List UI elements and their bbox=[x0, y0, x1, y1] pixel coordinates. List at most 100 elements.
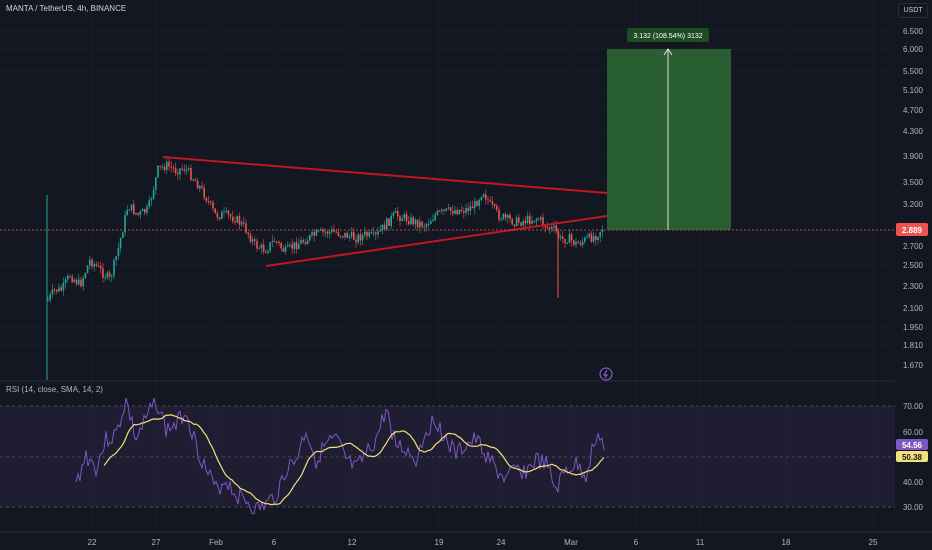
candle-body bbox=[348, 236, 351, 238]
candle-body bbox=[438, 210, 441, 212]
candle-body bbox=[82, 278, 84, 287]
rsi-tick-label: 60.00 bbox=[903, 428, 924, 437]
candle-body bbox=[183, 169, 186, 171]
time-tick-label: 22 bbox=[88, 538, 97, 547]
candle-body bbox=[476, 201, 478, 207]
time-axis[interactable]: 22 27 Feb 6 12 19 24 Mar 6 11 18 25 bbox=[88, 538, 878, 547]
candle-body bbox=[210, 201, 212, 203]
candle-body bbox=[599, 232, 601, 237]
candle-body bbox=[141, 209, 144, 212]
candle-body bbox=[324, 231, 326, 233]
candle-body bbox=[212, 202, 214, 209]
price-tick-label: 6.000 bbox=[903, 45, 924, 54]
currency-button[interactable]: USDT bbox=[898, 3, 928, 18]
candle-body bbox=[410, 217, 412, 225]
candle-body bbox=[423, 226, 425, 228]
candle-body bbox=[469, 206, 472, 211]
candle-body bbox=[551, 227, 553, 230]
svg-text:50.38: 50.38 bbox=[902, 453, 923, 462]
candle-body bbox=[579, 242, 582, 245]
candle-body bbox=[221, 212, 223, 220]
candle-body bbox=[249, 234, 252, 242]
candle-body bbox=[181, 168, 183, 170]
candle-body bbox=[322, 229, 324, 232]
price-tick-label: 1.670 bbox=[903, 361, 924, 370]
candle-body bbox=[518, 217, 520, 223]
candle-body bbox=[311, 232, 313, 236]
candle-body bbox=[262, 244, 265, 252]
candle-body bbox=[86, 265, 89, 274]
candle-body bbox=[146, 206, 148, 213]
candle-body bbox=[388, 218, 390, 226]
measure-tool[interactable]: 3.132 (108.54%) 3132 bbox=[607, 28, 731, 230]
candle-body bbox=[273, 241, 276, 243]
candle-body bbox=[251, 239, 254, 242]
candle-body bbox=[555, 225, 557, 232]
candle-body bbox=[544, 225, 546, 228]
candle-body bbox=[443, 209, 445, 211]
candle-body bbox=[515, 217, 518, 227]
candle-body bbox=[502, 213, 505, 220]
candle-body bbox=[346, 232, 348, 238]
candle-body bbox=[581, 241, 584, 245]
candle-body bbox=[449, 207, 452, 211]
flash-icon[interactable] bbox=[599, 367, 613, 381]
time-tick-label: 27 bbox=[152, 538, 161, 547]
candle-body bbox=[69, 276, 71, 278]
candle-body bbox=[71, 276, 73, 283]
candle-body bbox=[174, 168, 177, 173]
candle-body bbox=[537, 219, 540, 221]
candle-body bbox=[75, 279, 78, 285]
candle-body bbox=[276, 241, 278, 243]
lower-trendline bbox=[265, 215, 608, 267]
candle-body bbox=[199, 186, 201, 189]
chart-grid bbox=[0, 0, 895, 532]
candle-body bbox=[282, 248, 285, 252]
candle-body bbox=[192, 179, 194, 181]
candle-body bbox=[218, 217, 221, 220]
candle-body bbox=[454, 210, 456, 214]
price-axis[interactable]: 6.500 6.000 5.500 5.100 4.700 4.300 3.900 3.500… bbox=[903, 27, 924, 370]
candle-body bbox=[207, 201, 210, 203]
candle-body bbox=[463, 211, 465, 213]
candle-body bbox=[309, 235, 311, 241]
candle-body bbox=[302, 240, 304, 243]
candle-body bbox=[293, 242, 296, 249]
candle-body bbox=[575, 241, 577, 245]
candle-body bbox=[159, 165, 161, 167]
price-tick-label: 2.100 bbox=[903, 304, 924, 313]
candle-body bbox=[122, 232, 124, 238]
candle-body bbox=[597, 236, 599, 240]
candle-body bbox=[445, 208, 447, 211]
candle-body bbox=[568, 234, 571, 243]
candle-body bbox=[474, 201, 476, 209]
candle-body bbox=[353, 232, 355, 240]
candle-body bbox=[522, 221, 524, 226]
candle-body bbox=[205, 197, 208, 202]
candle-body bbox=[414, 219, 417, 225]
candle-body bbox=[533, 220, 535, 222]
candle-body bbox=[223, 211, 225, 213]
price-tick-label: 4.300 bbox=[903, 127, 924, 136]
candle-body bbox=[467, 208, 469, 211]
rsi-sma-badge: 50.38 bbox=[896, 451, 928, 462]
candle-body bbox=[84, 273, 87, 279]
rsi-title[interactable]: RSI (14, close, SMA, 14, 2) bbox=[6, 385, 103, 394]
candle-body bbox=[489, 200, 491, 202]
candle-body bbox=[465, 208, 467, 213]
candle-body bbox=[172, 167, 175, 169]
trendlines[interactable] bbox=[162, 156, 608, 267]
candle-body bbox=[520, 222, 522, 226]
candle-body bbox=[562, 236, 564, 239]
candle-body bbox=[289, 244, 291, 246]
target-box bbox=[607, 49, 731, 230]
candle-body bbox=[399, 216, 401, 221]
candle-body bbox=[480, 197, 483, 200]
candle-body bbox=[460, 209, 463, 212]
candle-body bbox=[93, 264, 95, 267]
symbol-title[interactable]: MANTA / TetherUS, 4h, BINANCE bbox=[6, 4, 127, 13]
candle-body bbox=[570, 234, 573, 241]
candle-body bbox=[478, 199, 480, 207]
candle-body bbox=[115, 256, 117, 261]
